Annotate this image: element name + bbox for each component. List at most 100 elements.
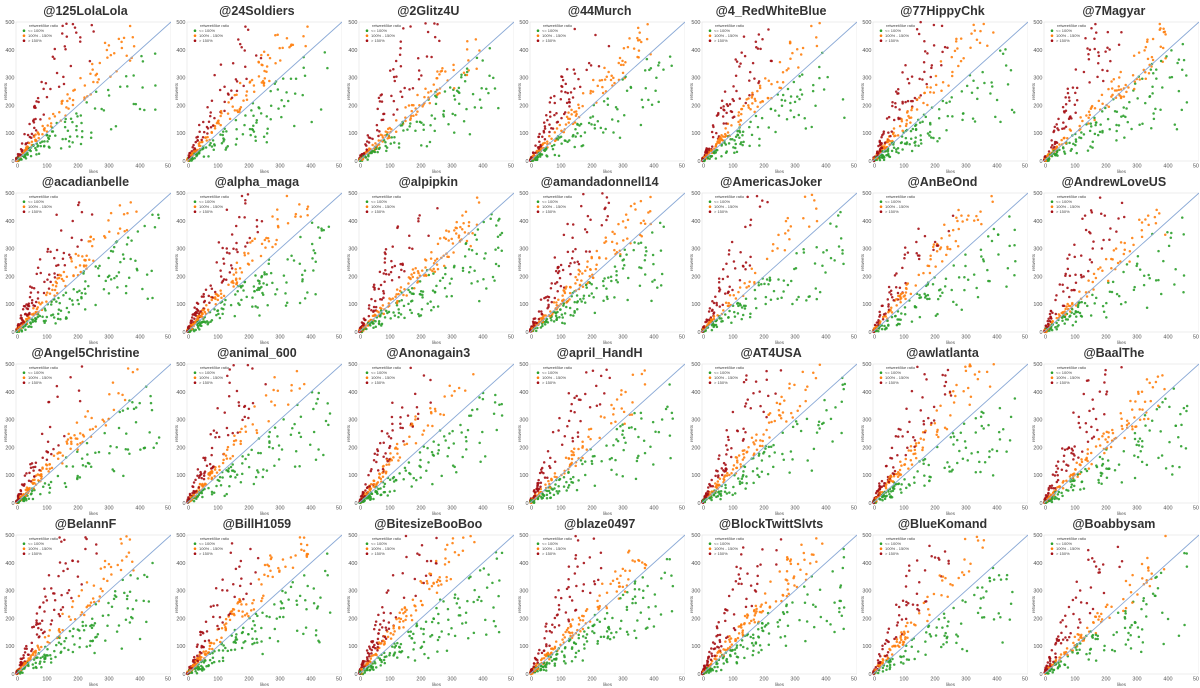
data-point: [1126, 263, 1129, 266]
data-point: [972, 23, 975, 27]
data-point: [582, 192, 585, 196]
data-point: [1127, 86, 1131, 89]
data-point: [565, 115, 569, 119]
data-point: [662, 225, 666, 229]
data-point: [901, 148, 904, 151]
data-point: [255, 121, 259, 124]
data-point: [109, 249, 113, 253]
data-point: [306, 291, 310, 294]
data-point: [248, 236, 252, 240]
data-point: [883, 141, 887, 145]
data-point: [384, 309, 388, 313]
data-point: [548, 130, 551, 134]
reference-line: [15, 21, 171, 162]
data-point: [225, 146, 229, 149]
data-point: [1181, 42, 1185, 46]
y-axis-label: retweets: [689, 253, 694, 271]
data-point: [253, 289, 257, 293]
x-axis-label: likes: [775, 340, 785, 345]
data-point: [249, 127, 252, 131]
legend-label: <= 100%: [542, 28, 558, 33]
data-point: [389, 317, 392, 320]
data-point: [932, 44, 936, 47]
data-point: [1088, 113, 1092, 117]
data-point: [840, 252, 844, 255]
data-point: [786, 216, 789, 220]
data-point: [1072, 142, 1075, 146]
data-point: [20, 142, 24, 145]
data-point: [442, 115, 445, 118]
legend-label: 100% - 150%: [1056, 204, 1080, 209]
data-point: [392, 99, 395, 103]
data-point: [926, 132, 930, 135]
data-point: [222, 307, 225, 311]
data-point: [615, 242, 619, 245]
data-point: [193, 157, 197, 160]
data-point: [103, 41, 107, 45]
data-point: [72, 274, 75, 278]
x-tick-label: 100: [385, 335, 394, 341]
data-point: [53, 57, 56, 61]
x-tick-label: 50: [1193, 335, 1199, 341]
data-point: [124, 74, 128, 78]
data-point: [48, 292, 52, 295]
data-point: [1064, 96, 1068, 99]
data-point: [1185, 74, 1188, 77]
data-point: [221, 141, 224, 145]
data-point: [377, 139, 380, 142]
legend-label: <= 100%: [199, 28, 215, 33]
data-point: [561, 75, 564, 79]
data-point: [721, 309, 725, 312]
y-tick-label: 0: [183, 159, 186, 165]
data-point: [220, 63, 223, 66]
data-point: [451, 242, 454, 245]
scatter-points: [529, 22, 674, 163]
data-point: [477, 49, 481, 52]
data-point: [1173, 123, 1177, 126]
data-point: [728, 138, 732, 141]
x-tick-label: 200: [759, 164, 768, 170]
data-point: [543, 141, 547, 145]
data-point: [1052, 130, 1056, 134]
legend-swatch: [536, 34, 540, 37]
data-point: [892, 146, 896, 150]
data-point: [1091, 280, 1095, 284]
data-point: [590, 256, 594, 260]
data-point: [1060, 311, 1064, 315]
data-point: [568, 105, 571, 108]
data-point: [1151, 55, 1154, 59]
data-point: [1074, 320, 1078, 323]
legend-label: > 150%: [1056, 38, 1070, 43]
data-point: [85, 101, 88, 104]
data-point: [79, 36, 82, 39]
data-point: [588, 274, 592, 278]
data-point: [559, 97, 563, 101]
data-point: [248, 465, 251, 469]
data-point: [112, 469, 116, 473]
data-point: [548, 134, 551, 138]
data-point: [532, 320, 535, 323]
data-point: [27, 497, 31, 501]
data-point: [235, 93, 239, 97]
data-point: [1138, 218, 1141, 221]
data-point: [19, 489, 22, 492]
data-point: [56, 312, 60, 316]
legend-label: 100% - 150%: [1056, 33, 1080, 38]
data-point: [408, 308, 412, 312]
data-point: [579, 134, 583, 138]
legend-label: 100% - 150%: [885, 33, 909, 38]
data-point: [35, 148, 38, 152]
data-point: [263, 271, 267, 274]
data-point: [94, 425, 98, 428]
data-point: [606, 214, 610, 218]
data-point: [750, 102, 754, 105]
data-point: [320, 227, 324, 230]
data-point: [817, 76, 821, 80]
data-point: [576, 307, 579, 311]
data-point: [33, 126, 36, 130]
data-point: [919, 134, 922, 137]
data-point: [372, 305, 376, 309]
data-point: [243, 254, 247, 257]
data-point: [923, 296, 927, 299]
data-point: [244, 245, 248, 248]
